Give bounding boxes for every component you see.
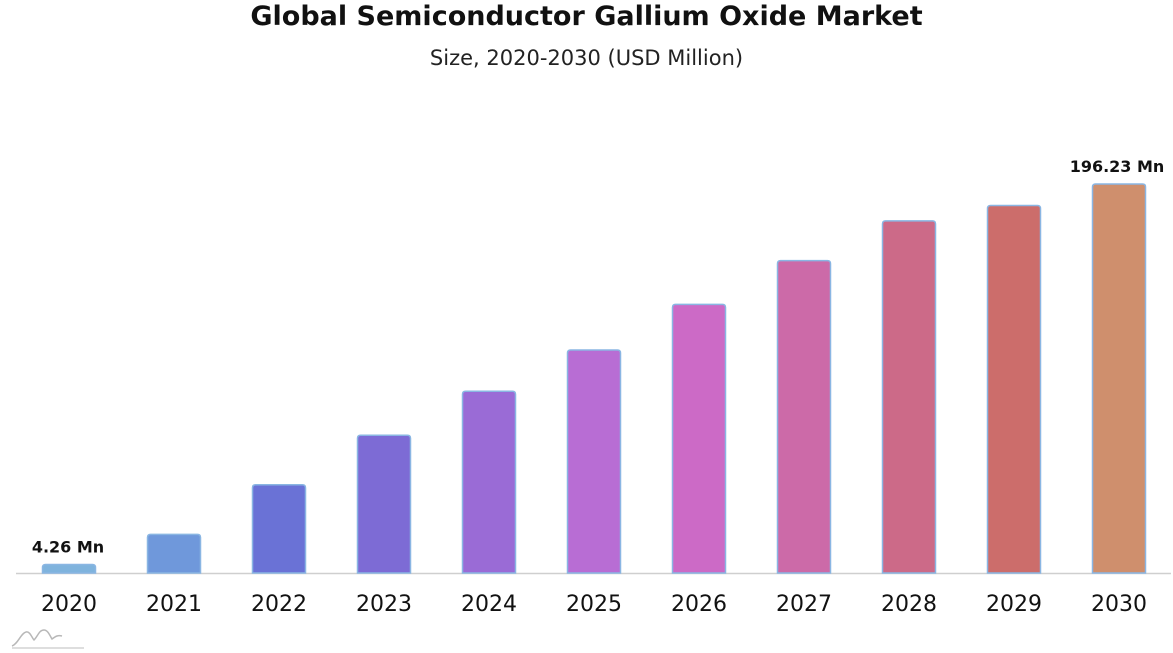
x-tick-label-2023: 2023 — [356, 592, 412, 617]
data-label-2030: 196.23 Mn — [1070, 157, 1165, 176]
bar-2024 — [461, 390, 517, 574]
x-tick-label-2029: 2029 — [986, 592, 1042, 617]
brand-logo-icon — [11, 629, 84, 649]
chart-title: Global Semiconductor Gallium Oxide Marke… — [250, 1, 923, 32]
bar-2020 — [41, 563, 97, 574]
bar-2025 — [566, 349, 622, 574]
chart-subtitle: Size, 2020-2030 (USD Million) — [429, 46, 744, 70]
bar-2021 — [146, 533, 202, 574]
x-tick-label-2022: 2022 — [251, 592, 307, 617]
data-label-2020: 4.26 Mn — [32, 538, 104, 557]
bar-2029 — [986, 204, 1042, 574]
bar-2022 — [251, 484, 307, 574]
bar-2026 — [671, 303, 727, 574]
x-tick-label-2027: 2027 — [776, 592, 832, 617]
bar-2030 — [1091, 183, 1147, 574]
x-tick-label-2021: 2021 — [146, 592, 202, 617]
x-tick-label-2025: 2025 — [566, 592, 622, 617]
x-tick-label-2030: 2030 — [1091, 592, 1147, 617]
x-tick-label-2026: 2026 — [671, 592, 727, 617]
x-tick-label-2020: 2020 — [41, 592, 97, 617]
bar-2027 — [776, 259, 832, 574]
x-tick-label-2024: 2024 — [461, 592, 517, 617]
bar-2023 — [356, 434, 412, 574]
bar-2028 — [881, 220, 937, 574]
x-tick-label-2028: 2028 — [881, 592, 937, 617]
